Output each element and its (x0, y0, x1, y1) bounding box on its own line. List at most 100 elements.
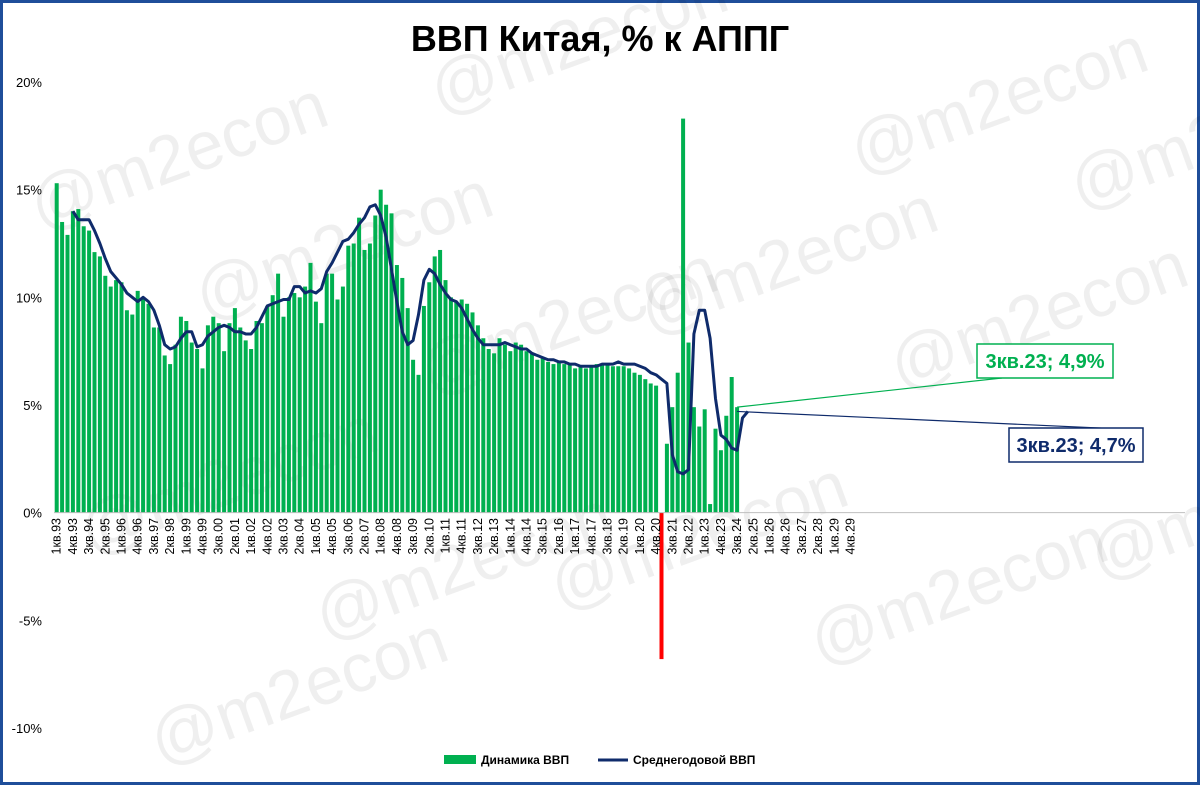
x-tick-label: 2кв.13 (487, 518, 501, 554)
x-tick-label: 1кв.96 (115, 518, 129, 554)
bar-gdp (578, 366, 583, 513)
y-tick-label: 5% (23, 398, 42, 413)
bar-gdp (259, 323, 264, 513)
bar-gdp (151, 327, 156, 513)
bar-gdp (324, 273, 329, 513)
bar-gdp (367, 243, 372, 513)
callout-bar-box (976, 343, 1114, 379)
bar-gdp (551, 364, 556, 513)
bar-gdp (670, 407, 675, 513)
x-tick-label: 1кв.17 (568, 518, 582, 554)
bar-gdp (637, 374, 642, 513)
x-tick-label: 1кв.29 (827, 518, 841, 554)
bar-gdp (227, 323, 232, 513)
bar-gdp (313, 301, 318, 513)
bar-gdp (524, 351, 529, 513)
x-tick-label: 1кв.99 (179, 518, 193, 554)
bar-gdp (205, 325, 210, 513)
bar-gdp (508, 351, 513, 513)
x-tick-label: 2кв.95 (98, 518, 112, 554)
bar-gdp (65, 234, 70, 513)
bar-gdp (421, 305, 426, 513)
bar-gdp (308, 262, 313, 513)
bar-gdp (416, 374, 421, 513)
bar-gdp (276, 273, 281, 513)
x-tick-label: 1кв.05 (309, 518, 323, 554)
watermark-text-4: @m2econ (629, 171, 947, 349)
x-tick-label: 3кв.24 (730, 518, 744, 554)
bar-gdp (97, 256, 102, 513)
bar-gdp (438, 249, 443, 513)
x-tick-label: 1кв.93 (50, 518, 64, 554)
x-tick-label: 2кв.10 (422, 518, 436, 554)
callout-line-box (1008, 427, 1144, 463)
bar-gdp (427, 282, 432, 513)
bar-gdp (567, 364, 572, 513)
bar-gdp (114, 280, 119, 513)
bar-gdp (589, 366, 594, 513)
bar-gdp (232, 308, 237, 513)
x-tick-label: 1кв.02 (244, 518, 258, 554)
bar-gdp (492, 353, 497, 513)
x-tick-label: 4кв.96 (131, 518, 145, 554)
x-tick-label: 3кв.94 (82, 518, 96, 554)
bar-gdp (146, 303, 151, 513)
bar-gdp (297, 297, 302, 513)
bar-gdp (540, 357, 545, 513)
x-tick-label: 2кв.07 (358, 518, 372, 554)
bar-gdp (351, 243, 356, 513)
bar-gdp (573, 368, 578, 513)
bar-gdp (643, 379, 648, 513)
bar-gdp (238, 327, 243, 513)
bar-gdp (681, 118, 686, 513)
bar-gdp (465, 303, 470, 513)
bar-gdp (346, 245, 351, 513)
x-tick-label: 3кв.97 (147, 518, 161, 554)
x-tick-label: 4кв.26 (779, 518, 793, 554)
bar-gdp (546, 361, 551, 513)
bar-gdp (632, 372, 637, 513)
x-tick-label: 1кв.20 (633, 518, 647, 554)
y-tick-label: -10% (12, 721, 43, 736)
x-tick-label: 4кв.08 (390, 518, 404, 554)
x-tick-label: 2кв.98 (163, 518, 177, 554)
x-tick-label: 1кв.11 (439, 518, 453, 554)
bar-gdp (254, 321, 259, 513)
line-average-gdp (71, 203, 750, 476)
bar-gdp (178, 316, 183, 513)
bar-gdp (124, 310, 129, 513)
x-tick-label: 4кв.17 (584, 518, 598, 554)
bar-gdp (389, 213, 394, 513)
bar-gdp (81, 226, 86, 513)
legend-swatch-bars (444, 755, 476, 764)
y-tick-label: -5% (19, 613, 43, 628)
x-tick-label: 2кв.28 (811, 518, 825, 554)
bar-gdp (648, 383, 653, 513)
bar-gdp (616, 366, 621, 513)
x-tick-label: 2кв.04 (293, 518, 307, 554)
bar-gdp (735, 407, 740, 513)
bar-gdp (211, 316, 216, 513)
x-tick-label: 2кв.16 (552, 518, 566, 554)
bar-gdp (189, 342, 194, 513)
x-tick-label: 2кв.25 (746, 518, 760, 554)
x-tick-label: 3кв.03 (277, 518, 291, 554)
bar-gdp (486, 349, 491, 513)
bar-gdp (675, 372, 680, 513)
bar-gdp (378, 189, 383, 513)
bar-gdp (627, 368, 632, 513)
bar-gdp (394, 265, 399, 513)
bar-gdp (141, 299, 146, 513)
bar-gdp (729, 377, 734, 513)
x-tick-label: 2кв.22 (682, 518, 696, 554)
bar-gdp (562, 364, 567, 513)
x-tick-label: 2кв.19 (617, 518, 631, 554)
x-tick-label: 4кв.05 (325, 518, 339, 554)
bar-gdp (54, 183, 59, 513)
bar-gdp (713, 428, 718, 513)
bar-gdp (556, 361, 561, 513)
bar-gdp (340, 286, 345, 513)
x-tick-label: 3кв.15 (536, 518, 550, 554)
bar-gdp (594, 364, 599, 513)
x-tick-label: 4кв.11 (455, 518, 469, 554)
